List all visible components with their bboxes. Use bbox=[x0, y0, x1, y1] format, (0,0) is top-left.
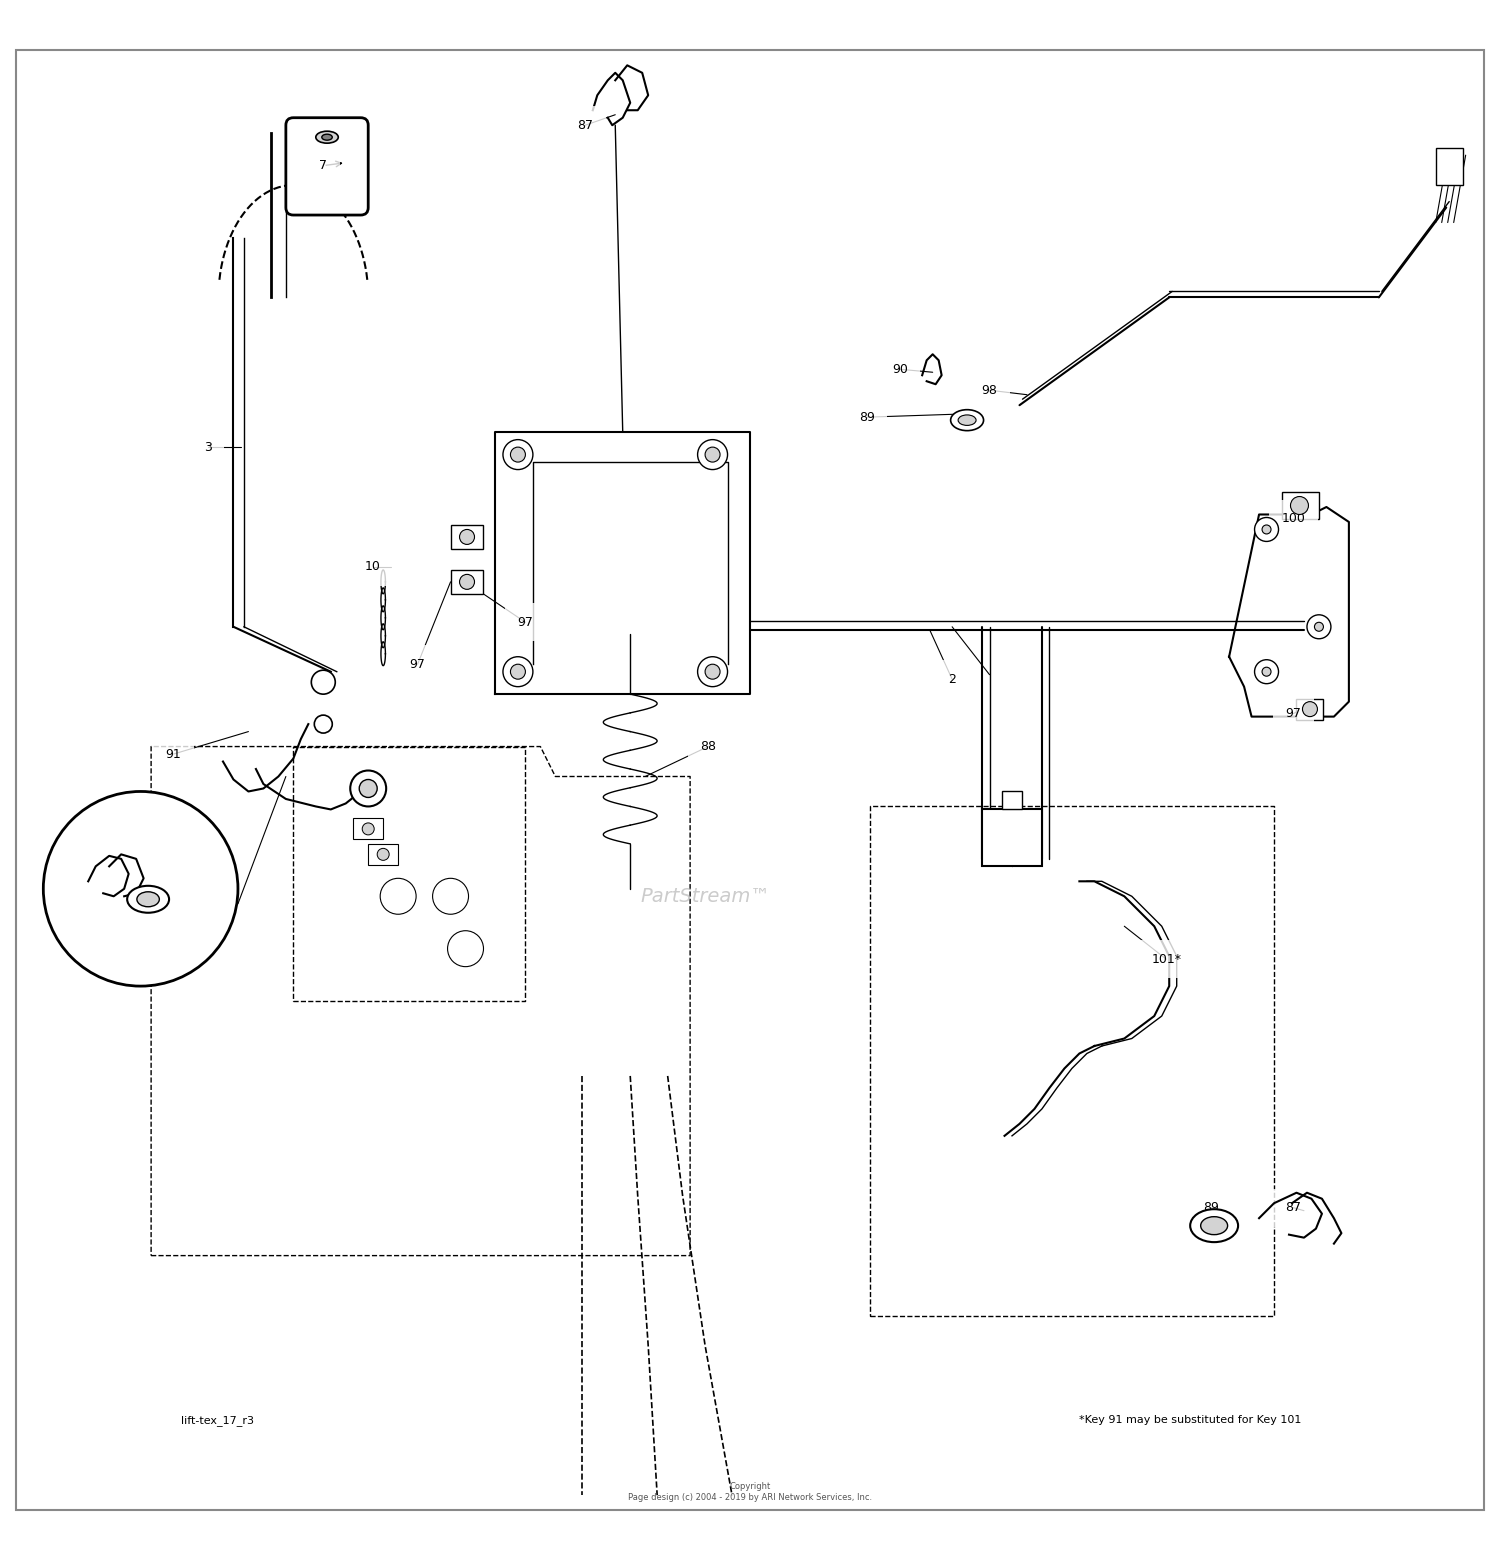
Circle shape bbox=[1290, 497, 1308, 514]
FancyBboxPatch shape bbox=[1002, 792, 1023, 809]
Text: 7: 7 bbox=[320, 158, 327, 172]
Circle shape bbox=[503, 657, 532, 686]
Circle shape bbox=[698, 439, 728, 469]
Text: 89: 89 bbox=[1203, 1200, 1219, 1214]
Circle shape bbox=[1254, 517, 1278, 542]
Ellipse shape bbox=[1200, 1216, 1227, 1235]
Text: 101*: 101* bbox=[1150, 952, 1180, 966]
Circle shape bbox=[376, 848, 388, 860]
Circle shape bbox=[432, 879, 468, 915]
FancyBboxPatch shape bbox=[352, 818, 382, 839]
Circle shape bbox=[1314, 623, 1323, 631]
Circle shape bbox=[510, 665, 525, 679]
Circle shape bbox=[459, 530, 474, 545]
Text: 3: 3 bbox=[204, 441, 212, 453]
Text: 98: 98 bbox=[981, 384, 998, 396]
Circle shape bbox=[312, 671, 336, 694]
Ellipse shape bbox=[322, 134, 333, 140]
Text: 89: 89 bbox=[140, 909, 156, 921]
Circle shape bbox=[1254, 660, 1278, 683]
Text: 100: 100 bbox=[1281, 512, 1305, 525]
Ellipse shape bbox=[128, 885, 170, 913]
Circle shape bbox=[358, 780, 376, 797]
Text: 97: 97 bbox=[518, 617, 534, 629]
Circle shape bbox=[1302, 702, 1317, 716]
Circle shape bbox=[350, 770, 386, 806]
Text: 91: 91 bbox=[165, 747, 182, 761]
Text: 10: 10 bbox=[364, 561, 381, 573]
Text: lift-tex_17_r3: lift-tex_17_r3 bbox=[182, 1415, 254, 1426]
FancyBboxPatch shape bbox=[982, 809, 1042, 867]
Ellipse shape bbox=[951, 410, 984, 430]
Ellipse shape bbox=[136, 891, 159, 907]
Text: 87: 87 bbox=[1286, 1200, 1302, 1214]
Circle shape bbox=[362, 823, 374, 836]
Circle shape bbox=[705, 665, 720, 679]
Circle shape bbox=[315, 714, 333, 733]
Circle shape bbox=[459, 575, 474, 589]
Circle shape bbox=[1306, 615, 1330, 638]
Text: 2: 2 bbox=[948, 672, 956, 686]
Text: 97: 97 bbox=[1286, 707, 1302, 721]
Circle shape bbox=[1262, 668, 1270, 676]
Ellipse shape bbox=[1190, 1210, 1237, 1242]
Text: Copyright
Page design (c) 2004 - 2019 by ARI Network Services, Inc.: Copyright Page design (c) 2004 - 2019 by… bbox=[628, 1483, 872, 1502]
FancyBboxPatch shape bbox=[368, 843, 398, 865]
Text: *Key 91 may be substituted for Key 101: *Key 91 may be substituted for Key 101 bbox=[1080, 1415, 1302, 1426]
Text: 87: 87 bbox=[94, 877, 111, 891]
Circle shape bbox=[447, 930, 483, 966]
Circle shape bbox=[380, 879, 416, 915]
Text: 88: 88 bbox=[700, 741, 715, 753]
FancyBboxPatch shape bbox=[1281, 492, 1318, 519]
Circle shape bbox=[698, 657, 728, 686]
FancyBboxPatch shape bbox=[1436, 148, 1462, 185]
Text: 87: 87 bbox=[578, 118, 594, 132]
Text: 89: 89 bbox=[859, 410, 874, 424]
Ellipse shape bbox=[958, 415, 976, 426]
Text: 90: 90 bbox=[892, 363, 908, 376]
Circle shape bbox=[44, 792, 238, 986]
Circle shape bbox=[510, 447, 525, 463]
Circle shape bbox=[503, 439, 532, 469]
Circle shape bbox=[1262, 525, 1270, 534]
FancyBboxPatch shape bbox=[450, 525, 483, 548]
Circle shape bbox=[705, 447, 720, 463]
FancyBboxPatch shape bbox=[286, 118, 368, 214]
FancyBboxPatch shape bbox=[450, 570, 483, 593]
Text: 97: 97 bbox=[410, 658, 426, 671]
Ellipse shape bbox=[316, 130, 339, 143]
Text: PartStream™: PartStream™ bbox=[640, 887, 770, 905]
FancyBboxPatch shape bbox=[1296, 699, 1323, 719]
